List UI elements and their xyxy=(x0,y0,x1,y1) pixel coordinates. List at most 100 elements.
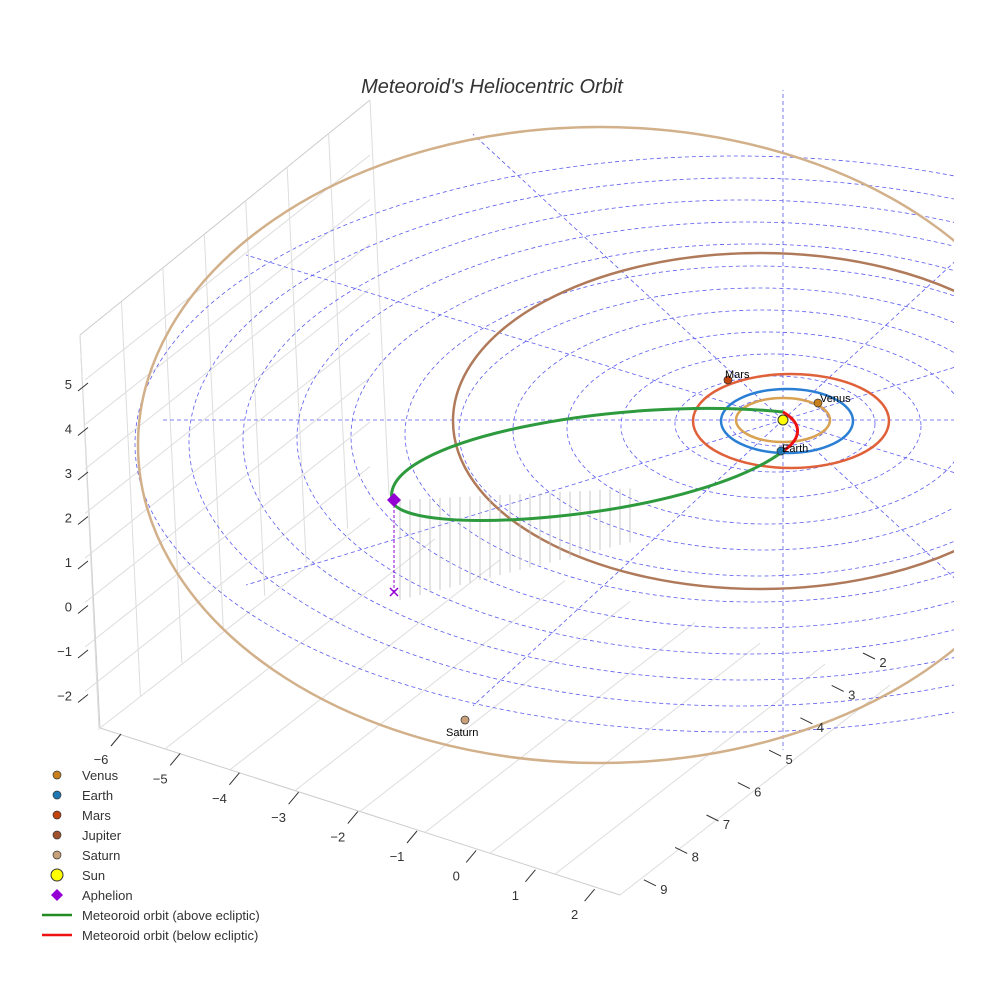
x-tick-mark xyxy=(229,772,240,786)
z-tick-label: 1 xyxy=(65,555,72,570)
legend-item[interactable]: Earth xyxy=(40,785,260,805)
x-tick-label: 0 xyxy=(453,868,460,883)
grid-line xyxy=(120,301,141,697)
grid-line xyxy=(84,421,371,648)
legend-item[interactable]: Venus xyxy=(40,765,260,785)
grid-line xyxy=(164,538,436,750)
legend-item[interactable]: Aphelion xyxy=(40,885,260,905)
legend-label: Earth xyxy=(82,787,114,803)
y-tick-label: 8 xyxy=(692,849,699,864)
z-tick-label: 3 xyxy=(65,466,72,481)
box-edge xyxy=(79,99,371,336)
z-tick-mark xyxy=(77,649,89,659)
z-tick-label: −2 xyxy=(57,689,72,704)
x-tick-mark xyxy=(406,830,418,844)
grid-line xyxy=(203,234,224,630)
legend-item[interactable]: Saturn xyxy=(40,845,260,865)
sun-marker xyxy=(777,414,789,426)
planet-label: Venus xyxy=(820,393,851,405)
legend: Venus Earth Mars Jupiter Saturn Sun Aphelion Me… xyxy=(40,765,260,945)
grid-line xyxy=(84,199,371,425)
ecliptic-grid-spoke xyxy=(245,419,784,586)
ecliptic-grid-ring xyxy=(242,199,954,681)
ecliptic-grid-spoke xyxy=(245,254,784,421)
ecliptic-grid-spoke xyxy=(782,261,954,421)
planet-venus xyxy=(813,398,823,408)
grid-line xyxy=(84,154,371,381)
ecliptic-grid-ring xyxy=(296,221,954,655)
x-tick-label: 2 xyxy=(571,907,578,922)
ecliptic-grid-ring xyxy=(620,353,922,499)
grid-line xyxy=(84,243,371,470)
planet-mars xyxy=(723,375,733,385)
grid-line xyxy=(245,200,266,596)
legend-label: Saturn xyxy=(82,847,121,863)
aphelion-marker xyxy=(387,493,401,507)
z-tick-label: 4 xyxy=(65,422,72,437)
ecliptic-grid-ring xyxy=(674,375,876,473)
y-tick-label: 4 xyxy=(817,720,824,735)
y-tick-mark xyxy=(706,814,719,822)
planet-saturn xyxy=(460,715,470,725)
y-tick-mark xyxy=(674,846,688,854)
ecliptic-grid-ring xyxy=(512,309,954,551)
legend-item[interactable]: Meteoroid orbit (below ecliptic) xyxy=(40,925,260,945)
planet-label: Mars xyxy=(725,369,750,381)
orbit-saturn xyxy=(136,125,954,765)
grid-line xyxy=(554,663,826,875)
meteoroid-orbit-above-ecliptic xyxy=(390,450,783,522)
legend-line-icon xyxy=(40,933,74,937)
legend-label: Venus xyxy=(82,767,119,783)
z-tick-mark xyxy=(77,694,89,703)
legend-label: Jupiter xyxy=(82,827,122,843)
ecliptic-grid-spoke xyxy=(472,419,784,707)
legend-label: Aphelion xyxy=(82,887,133,903)
x-tick-label: −6 xyxy=(94,752,109,767)
ecliptic-grid-ring xyxy=(458,287,954,577)
legend-dot-icon xyxy=(40,830,74,840)
y-tick-label: 2 xyxy=(879,655,886,670)
x-tick-mark xyxy=(169,753,181,766)
ecliptic-grid-ring xyxy=(350,243,954,629)
y-tick-mark xyxy=(768,749,782,757)
z-tick-mark xyxy=(77,427,89,436)
legend-dot-icon xyxy=(40,790,74,800)
legend-item[interactable]: Jupiter xyxy=(40,825,260,845)
y-tick-label: 9 xyxy=(660,882,667,897)
legend-diamond-icon xyxy=(40,889,74,901)
z-tick-mark xyxy=(77,382,89,392)
orbit-venus xyxy=(734,396,832,444)
grid-line xyxy=(79,334,100,731)
legend-sun-icon xyxy=(40,868,74,882)
y-tick-label: 7 xyxy=(723,817,730,832)
ecliptic-grid-ring xyxy=(566,331,954,525)
x-tick-label: −5 xyxy=(153,771,168,786)
grid-line xyxy=(369,99,390,496)
legend-label: Meteoroid orbit (below ecliptic) xyxy=(82,927,259,943)
x-tick-mark xyxy=(465,850,477,863)
legend-label: Mars xyxy=(82,807,111,823)
x-tick-mark xyxy=(288,791,299,805)
grid-line xyxy=(619,684,891,896)
legend-dot-icon xyxy=(40,850,74,860)
grid-line xyxy=(84,377,371,603)
orbit-earth xyxy=(719,387,855,455)
legend-item[interactable]: Mars xyxy=(40,805,260,825)
planet-label: Earth xyxy=(782,443,808,455)
ecliptic-grid-spoke xyxy=(782,419,954,473)
ecliptic-grid-ring xyxy=(134,155,954,733)
legend-dot-icon xyxy=(40,810,74,820)
planet-earth xyxy=(776,446,786,456)
y-tick-mark xyxy=(737,782,751,790)
ecliptic-grid-spoke xyxy=(782,419,954,579)
legend-item[interactable]: Sun xyxy=(40,865,260,885)
legend-item[interactable]: Meteoroid orbit (above ecliptic) xyxy=(40,905,260,925)
orbit-jupiter xyxy=(451,251,954,591)
ecliptic-grid-spoke xyxy=(782,367,954,421)
z-tick-mark xyxy=(77,471,89,481)
grid-line xyxy=(359,601,631,812)
y-tick-mark xyxy=(643,879,657,887)
z-tick-label: −1 xyxy=(57,644,72,659)
